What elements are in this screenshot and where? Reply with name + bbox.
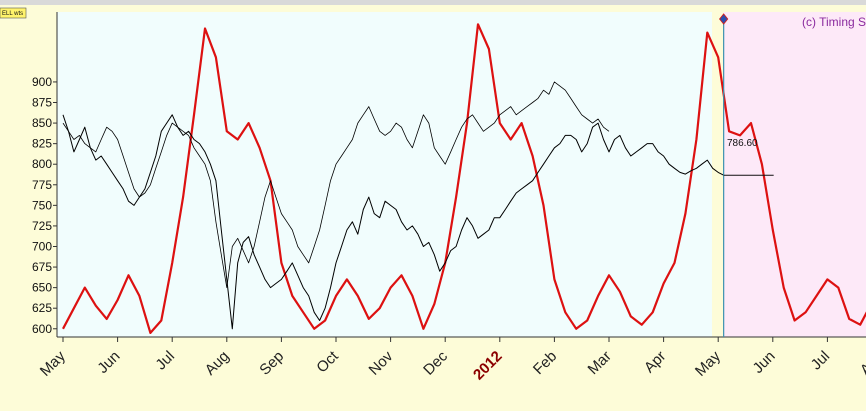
header-strip — [0, 0, 866, 5]
header-badge: ELL wts — [2, 11, 23, 17]
y-tick-label: 775 — [32, 178, 52, 192]
y-tick-label: 900 — [32, 75, 52, 89]
price-line — [62, 114, 724, 330]
header-badge-box — [0, 7, 27, 19]
copyright-text: (c) Timing S — [802, 15, 866, 29]
y-tick-label: 825 — [32, 137, 52, 151]
today-marker-diamond — [719, 13, 729, 25]
y-tick-label: 800 — [32, 157, 52, 171]
forecast-background — [723, 12, 866, 337]
y-tick-label: 675 — [32, 260, 52, 274]
last-value-label: 786.60 — [727, 138, 758, 149]
y-tick-label: 750 — [32, 198, 52, 212]
plot-background — [57, 12, 712, 337]
forecast-cycle-line — [62, 23, 866, 334]
y-tick-label: 875 — [32, 96, 52, 110]
plot-area — [57, 12, 866, 337]
y-tick-label: 625 — [32, 301, 52, 315]
y-tick-label: 650 — [32, 281, 52, 295]
y-tick-label: 850 — [32, 116, 52, 130]
y-tick-label: 700 — [32, 239, 52, 253]
y-tick-label: 600 — [32, 322, 52, 336]
x-tick-label: Aug — [857, 348, 866, 379]
reference-line — [62, 81, 610, 288]
price-series — [62, 23, 866, 334]
y-tick-label: 725 — [32, 219, 52, 233]
y-axis: 600 625 650 675 700 725 750 775 800 825 850 875 900 — [32, 12, 58, 337]
